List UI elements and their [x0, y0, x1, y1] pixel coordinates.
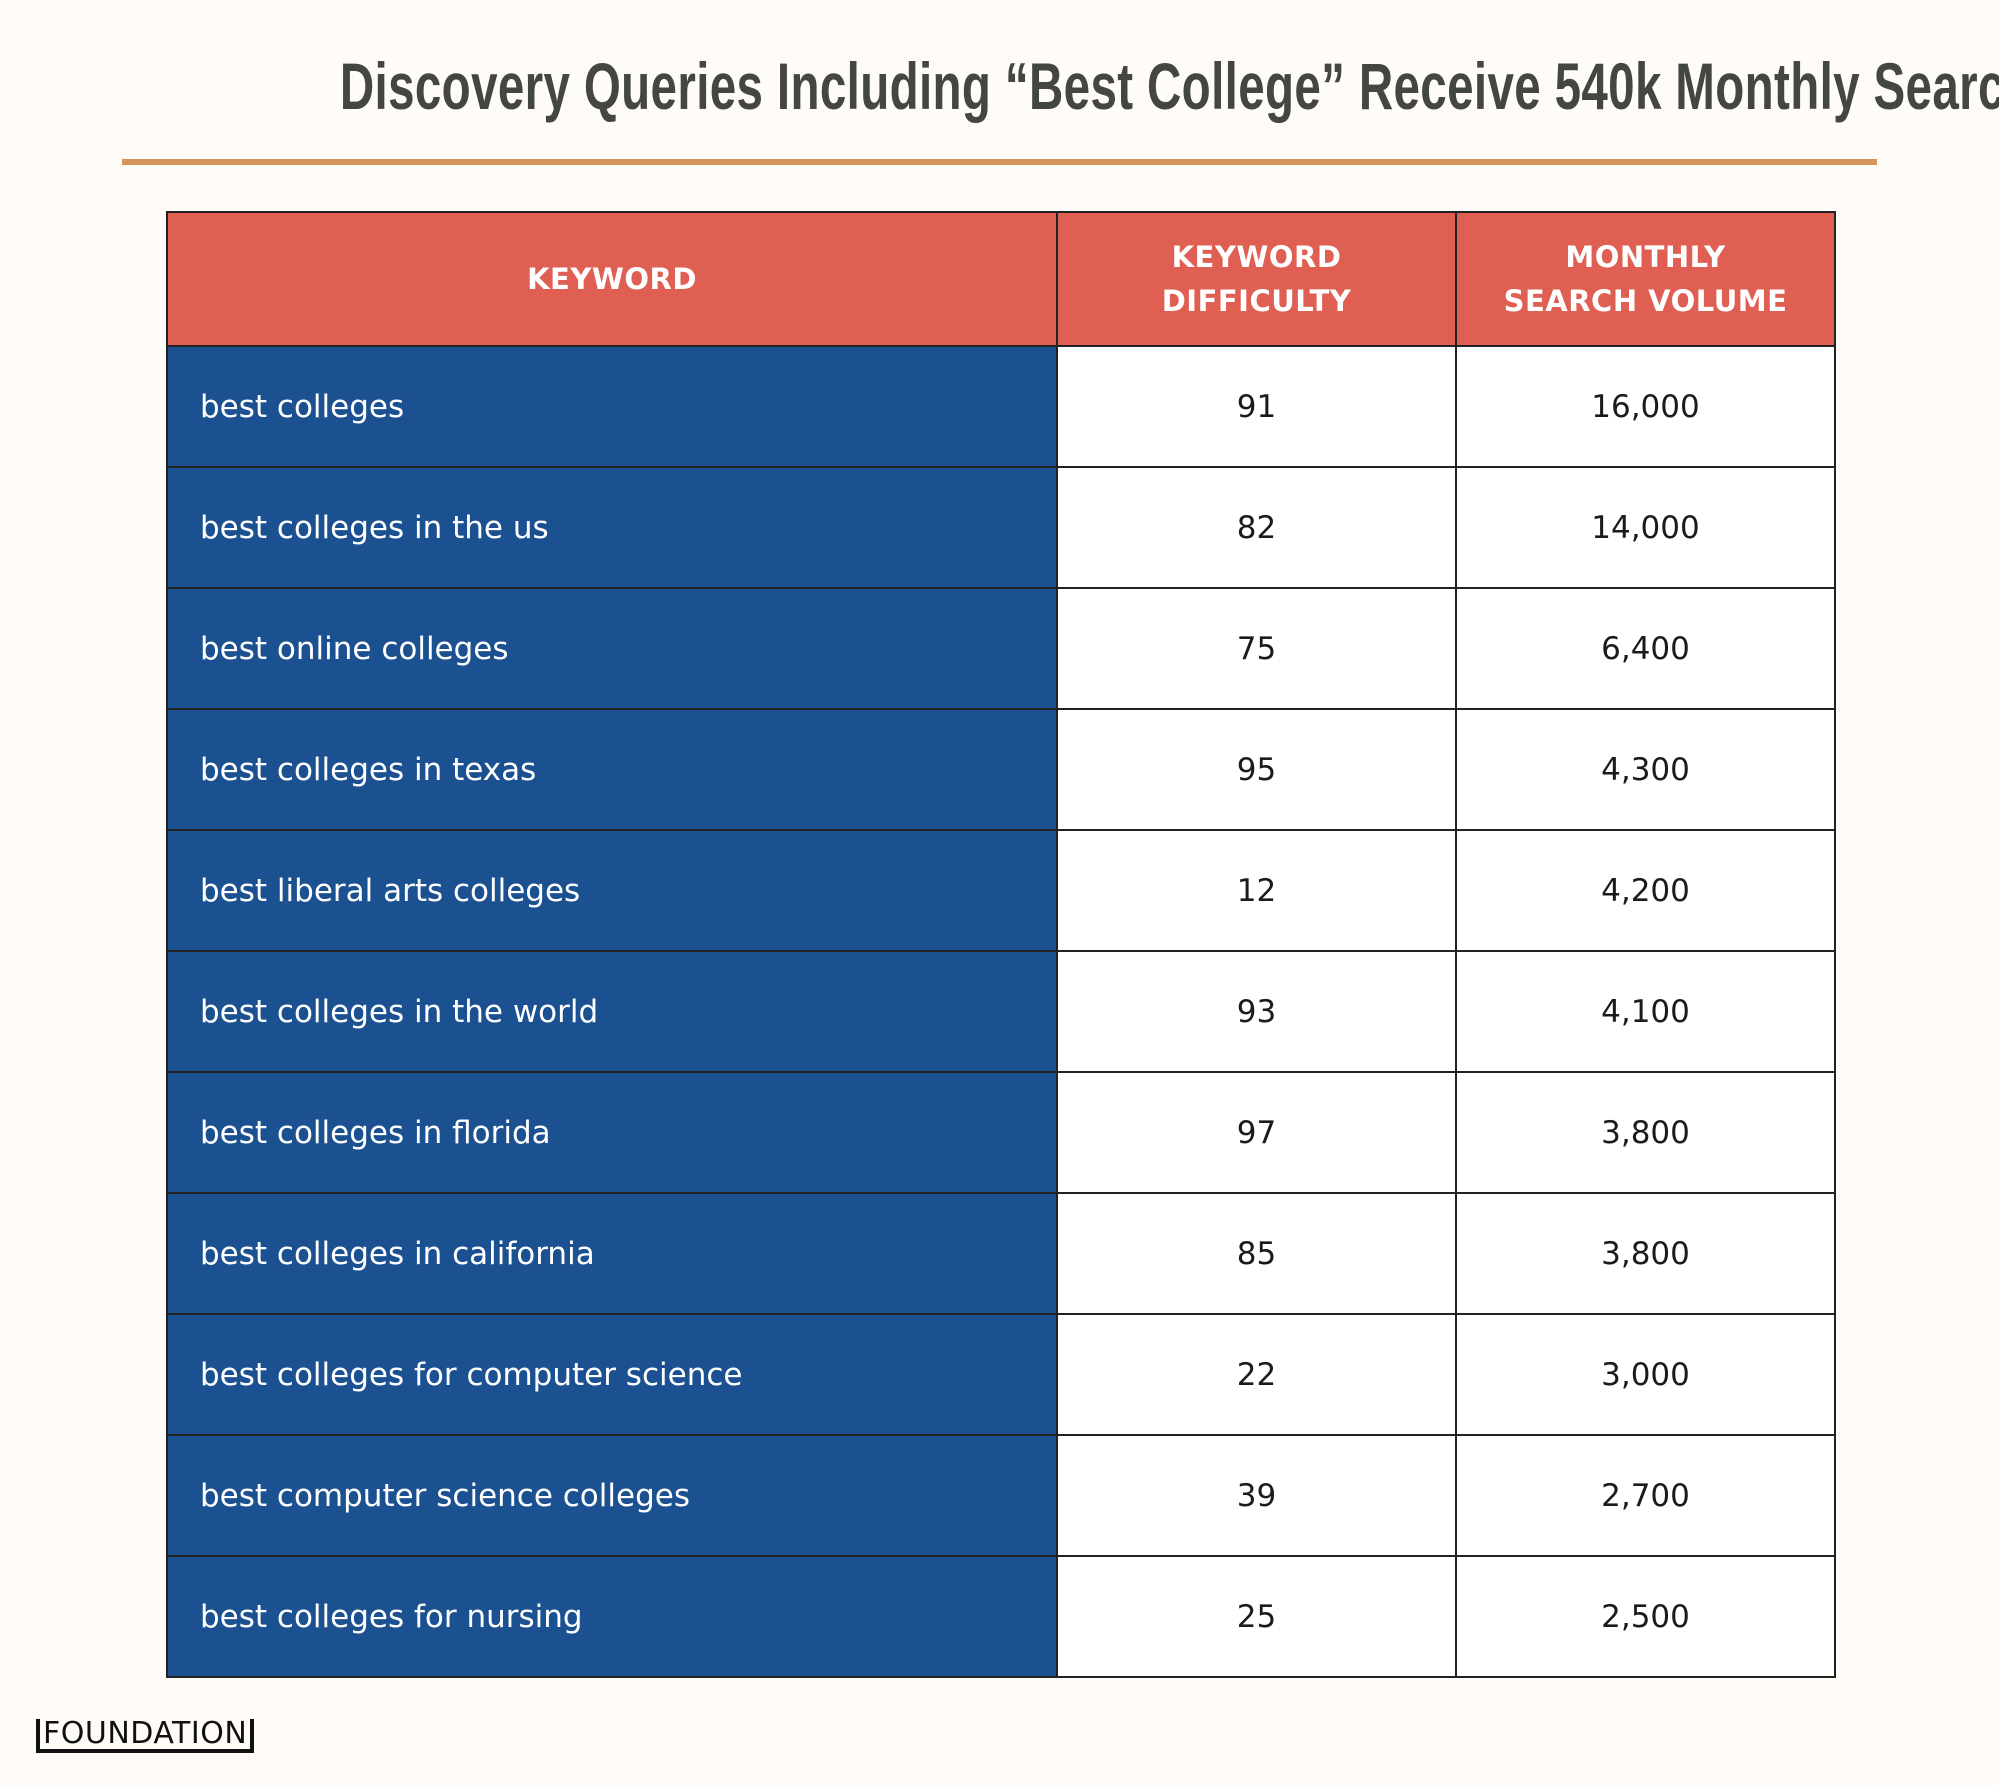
difficulty-cell: 22 — [1056, 1313, 1457, 1436]
keyword-cell: best colleges for computer science — [166, 1313, 1058, 1436]
volume-cell: 14,000 — [1455, 466, 1836, 589]
table-row: best colleges in florida 97 3,800 — [166, 1071, 1836, 1194]
difficulty-cell: 25 — [1056, 1555, 1457, 1678]
volume-cell: 3,800 — [1455, 1071, 1836, 1194]
volume-cell: 4,300 — [1455, 708, 1836, 831]
header-line: KEYWORD — [1171, 240, 1342, 274]
difficulty-cell: 39 — [1056, 1434, 1457, 1557]
header-keyword: KEYWORD — [166, 211, 1058, 347]
difficulty-cell: 12 — [1056, 829, 1457, 952]
volume-cell: 3,000 — [1455, 1313, 1836, 1436]
table-row: best colleges in the us 82 14,000 — [166, 466, 1836, 589]
volume-cell: 2,500 — [1455, 1555, 1836, 1678]
keyword-cell: best liberal arts colleges — [166, 829, 1058, 952]
volume-cell: 3,800 — [1455, 1192, 1836, 1315]
keyword-cell: best colleges — [166, 345, 1058, 468]
difficulty-cell: 82 — [1056, 466, 1457, 589]
page-title: Discovery Queries Including “Best Colleg… — [339, 49, 1999, 123]
foundation-logo: FOUNDATION — [36, 1716, 255, 1753]
table-row: best colleges in the world 93 4,100 — [166, 950, 1836, 1073]
keyword-cell: best colleges in the world — [166, 950, 1058, 1073]
header-line: KEYWORD — [527, 262, 697, 296]
volume-cell: 4,200 — [1455, 829, 1836, 952]
table-row: best colleges in texas 95 4,300 — [166, 708, 1836, 831]
difficulty-cell: 97 — [1056, 1071, 1457, 1194]
table-row: best online colleges 75 6,400 — [166, 587, 1836, 710]
keyword-table: KEYWORD KEYWORD DIFFICULTY MONTHLY SEARCH … — [166, 211, 1836, 1678]
difficulty-cell: 91 — [1056, 345, 1457, 468]
volume-cell: 6,400 — [1455, 587, 1836, 710]
volume-cell: 2,700 — [1455, 1434, 1836, 1557]
table-row: best liberal arts colleges 12 4,200 — [166, 829, 1836, 952]
keyword-cell: best computer science colleges — [166, 1434, 1058, 1557]
difficulty-cell: 75 — [1056, 587, 1457, 710]
table-row: best colleges in california 85 3,800 — [166, 1192, 1836, 1315]
difficulty-cell: 95 — [1056, 708, 1457, 831]
keyword-cell: best online colleges — [166, 587, 1058, 710]
header-difficulty: KEYWORD DIFFICULTY — [1056, 211, 1457, 347]
keyword-cell: best colleges in the us — [166, 466, 1058, 589]
table-row: best colleges 91 16,000 — [166, 345, 1836, 468]
keyword-cell: best colleges for nursing — [166, 1555, 1058, 1678]
keyword-cell: best colleges in texas — [166, 708, 1058, 831]
header-line: DIFFICULTY — [1161, 284, 1352, 318]
table-row: best computer science colleges 39 2,700 — [166, 1434, 1836, 1557]
logo-text: FOUNDATION — [43, 1716, 248, 1751]
header-line: MONTHLY — [1565, 240, 1726, 274]
table-header-row: KEYWORD KEYWORD DIFFICULTY MONTHLY SEARCH … — [166, 211, 1836, 347]
keyword-cell: best colleges in california — [166, 1192, 1058, 1315]
header-volume: MONTHLY SEARCH VOLUME — [1455, 211, 1836, 347]
table-row: best colleges for computer science 22 3,00… — [166, 1313, 1836, 1436]
volume-cell: 16,000 — [1455, 345, 1836, 468]
volume-cell: 4,100 — [1455, 950, 1836, 1073]
table-row: best colleges for nursing 25 2,500 — [166, 1555, 1836, 1678]
difficulty-cell: 93 — [1056, 950, 1457, 1073]
title-divider — [122, 159, 1877, 165]
header-line: SEARCH VOLUME — [1503, 284, 1788, 318]
difficulty-cell: 85 — [1056, 1192, 1457, 1315]
keyword-cell: best colleges in florida — [166, 1071, 1058, 1194]
title-container: Discovery Queries Including “Best Colleg… — [0, 48, 1999, 124]
